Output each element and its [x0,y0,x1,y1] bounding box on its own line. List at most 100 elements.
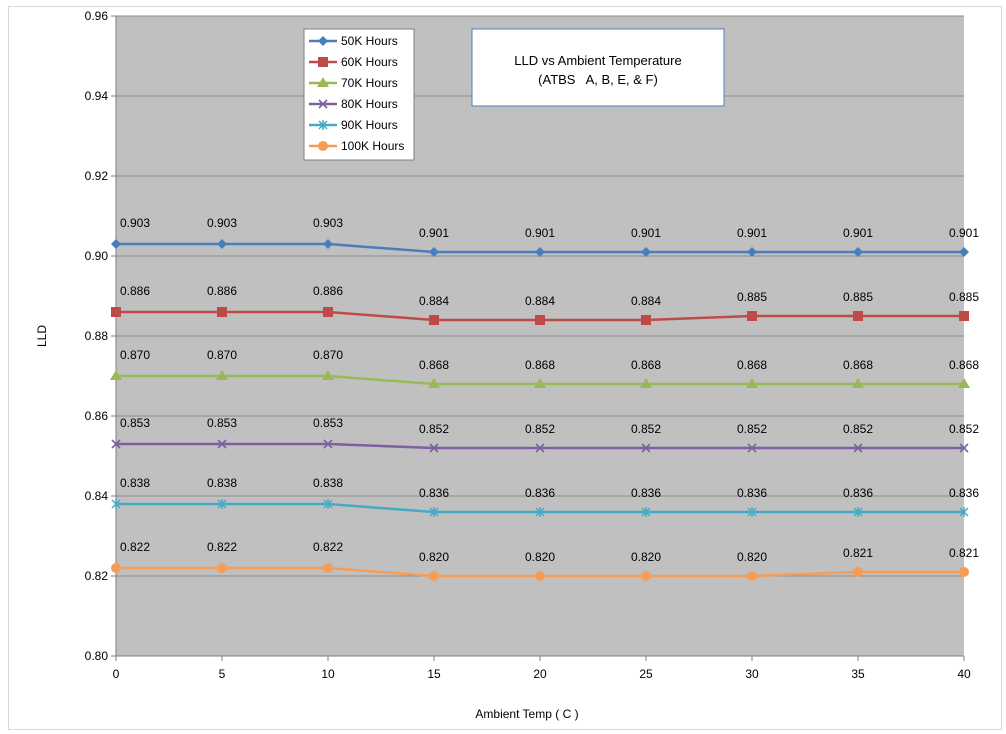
data-point [429,247,439,257]
data-point [534,378,546,388]
y-tick-label: 0.86 [85,409,109,423]
data-label: 0.901 [631,226,661,240]
legend-label: 100K Hours [341,139,404,153]
data-label: 0.820 [631,550,661,564]
data-point [959,443,969,453]
data-point [641,315,651,325]
x-tick-label: 25 [639,667,653,681]
data-label: 0.822 [120,540,150,554]
legend-marker [318,120,328,130]
data-point [323,439,333,449]
data-label: 0.870 [313,348,343,362]
data-label: 0.853 [120,416,150,430]
data-point [535,443,545,453]
y-axis-label: LLD [35,325,49,347]
y-tick-label: 0.96 [85,9,109,23]
series-100k-hours [111,563,969,581]
data-label: 0.822 [207,540,237,554]
data-label: 0.852 [525,422,555,436]
series-80k-hours [111,439,969,453]
legend-marker [318,141,328,151]
data-point [959,567,969,577]
legend-marker [317,77,329,87]
data-label: 0.836 [737,486,767,500]
data-point [535,571,545,581]
data-label: 0.820 [419,550,449,564]
data-point [429,571,439,581]
data-point [323,307,333,317]
data-point [747,507,757,517]
chart-subtitle: (ATBS A, B, E, & F) [538,72,658,87]
data-label: 0.901 [525,226,555,240]
data-point [429,443,439,453]
data-point [641,247,651,257]
data-point [853,311,863,321]
data-point [323,239,333,249]
y-tick-label: 0.84 [85,489,109,503]
data-label: 0.822 [313,540,343,554]
x-tick-label: 5 [219,667,226,681]
series-70k-hours [110,370,970,388]
data-label: 0.836 [631,486,661,500]
data-point [429,315,439,325]
data-point [958,378,970,388]
data-label: 0.885 [949,290,979,304]
data-label: 0.852 [419,422,449,436]
y-tick-label: 0.94 [85,89,109,103]
data-label: 0.903 [120,216,150,230]
title-box-frame [471,28,725,107]
data-label: 0.820 [525,550,555,564]
data-label: 0.821 [843,546,873,560]
data-point [853,507,863,517]
data-point [111,239,121,249]
data-label: 0.868 [419,358,449,372]
data-label: 0.821 [949,546,979,560]
data-point [217,239,227,249]
data-label: 0.853 [313,416,343,430]
x-tick-label: 10 [321,667,335,681]
data-label: 0.901 [419,226,449,240]
legend-item: 80K Hours [309,97,398,111]
data-point [535,315,545,325]
data-label: 0.903 [313,216,343,230]
y-tick-labels: 0.80 0.82 0.84 0.86 0.88 0.90 0.92 0.94 0.96 [85,9,109,663]
y-tick-label: 0.88 [85,329,109,343]
data-point [959,507,969,517]
x-tick-label: 20 [533,667,547,681]
legend-item: 70K Hours [309,76,398,90]
data-label: 0.868 [631,358,661,372]
data-label: 0.852 [631,422,661,436]
x-tick-labels: 0 5 10 15 20 25 30 35 40 [113,667,971,681]
y-tick-label: 0.92 [85,169,109,183]
y-tick-label: 0.82 [85,569,109,583]
data-label: 0.884 [419,294,449,308]
legend-label: 50K Hours [341,34,398,48]
y-tick-label: 0.80 [85,649,109,663]
data-point [217,307,227,317]
data-point [535,507,545,517]
legend-item: 50K Hours [309,34,398,48]
data-label: 0.870 [120,348,150,362]
data-point [217,563,227,573]
data-point [853,247,863,257]
data-label: 0.868 [949,358,979,372]
x-tick-label: 35 [851,667,865,681]
legend-item: 60K Hours [309,55,398,69]
data-point [853,567,863,577]
data-point [641,507,651,517]
data-label: 0.838 [207,476,237,490]
data-point [747,311,757,321]
legend-label: 70K Hours [341,76,398,90]
data-point [853,443,863,453]
x-axis-label: Ambient Temp ( C ) [475,707,578,721]
chart-frame [8,6,1002,730]
data-label: 0.852 [843,422,873,436]
legend-box [303,28,415,161]
chart-title: LLD vs Ambient Temperature [514,53,681,68]
data-point [641,571,651,581]
data-label: 0.886 [120,284,150,298]
data-label: 0.836 [949,486,979,500]
legend: 50K Hours 60K Hours 70K Hours 80K Hours 90K … [303,28,415,161]
data-point [747,247,757,257]
legend-label: 60K Hours [341,55,398,69]
